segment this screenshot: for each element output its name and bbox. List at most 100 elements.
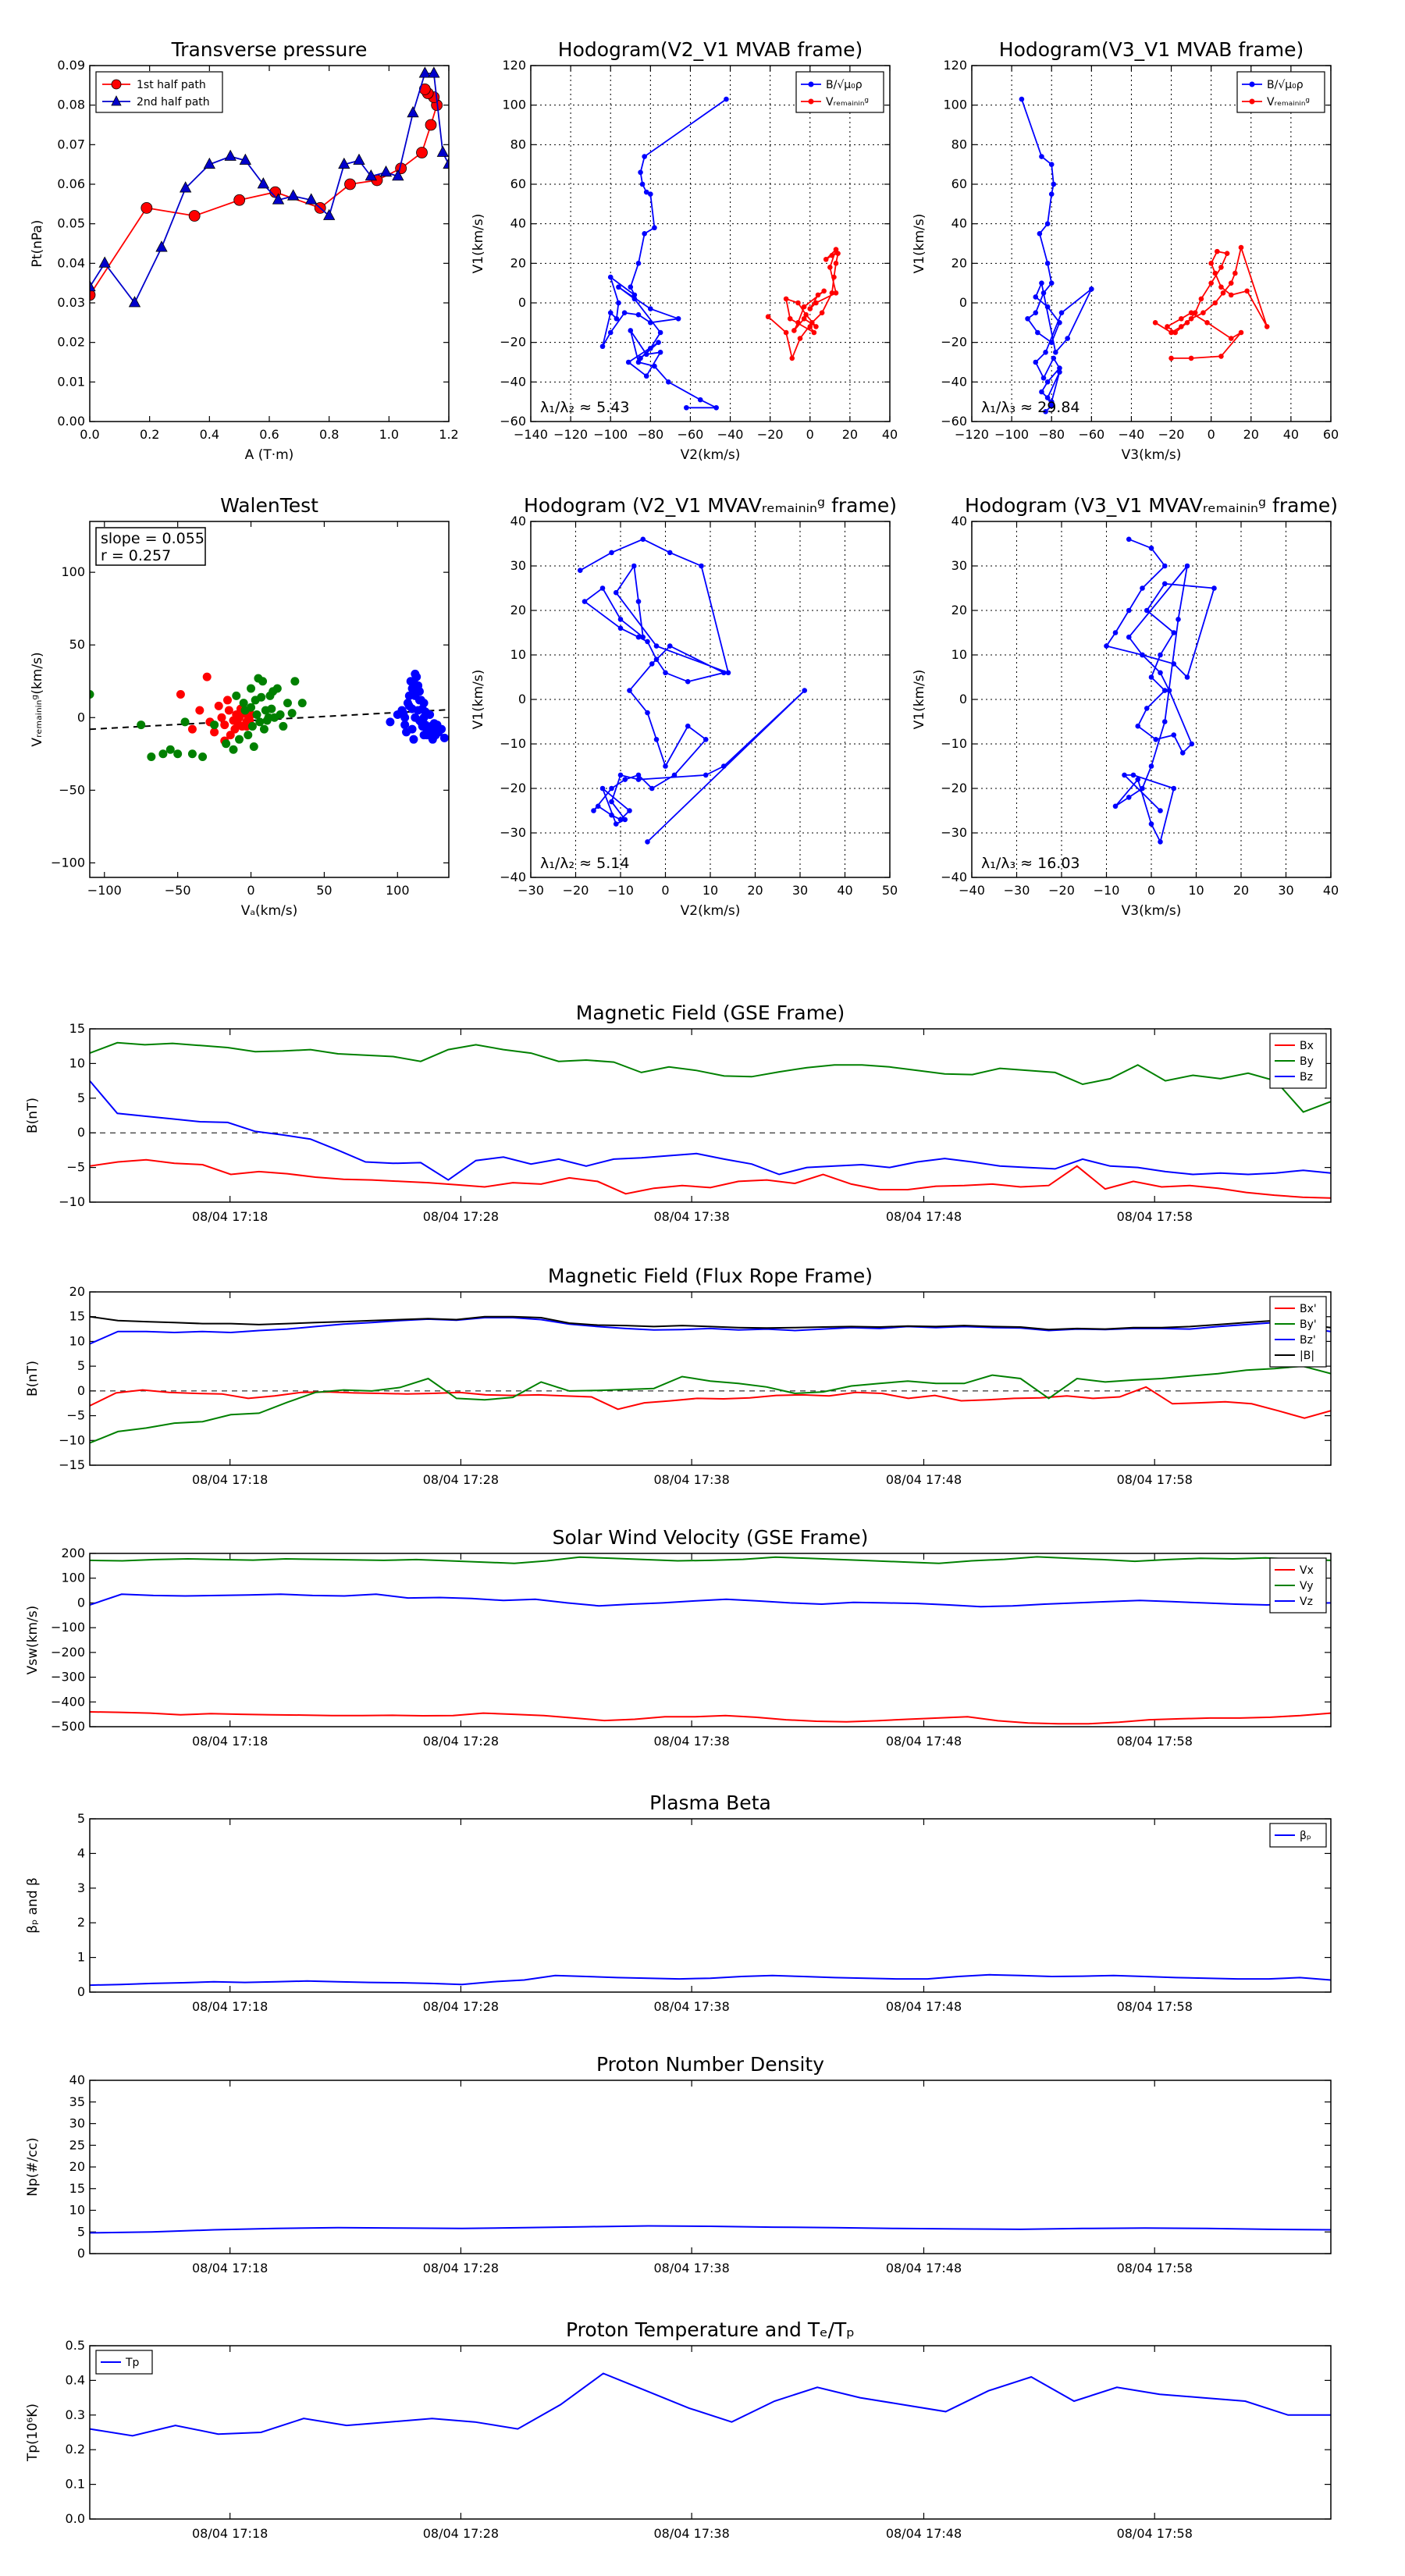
data-point [257,177,270,189]
y-tick-label: 0 [77,1383,85,1398]
data-point [379,165,393,177]
data-point [428,66,440,78]
data-point [833,261,839,266]
y-axis-label: Vᵣₑₘₐᵢₙᵢₙᵍ(km/s) [30,652,45,746]
data-point [613,589,619,596]
series-line [90,1080,1331,1181]
data-point [827,265,833,270]
data-point [439,733,449,742]
y-tick-label: 40 [951,216,967,231]
y-tick-label: 0.5 [66,2338,85,2353]
y-tick-label: 0.07 [57,137,85,151]
time-tick-label: 08/04 17:58 [1117,1734,1193,1749]
data-point [591,808,596,813]
legend-entry: By [1300,1055,1314,1068]
data-point [657,350,663,355]
data-point [617,772,624,778]
data-point [813,324,819,329]
fit-slope-label: slope = 0.055 [101,530,205,547]
x-tick-label: −40 [717,427,744,442]
series-line [579,538,806,843]
y-tick-label: 200 [61,1546,85,1560]
chart-c7: Magnetic Field (GSE Frame) −10 −5 0 5 10 15 08/… [25,1002,1332,1224]
data-point [1176,617,1181,622]
legend-marker [1249,98,1255,105]
y-tick-label: 0 [959,692,967,706]
data-point [783,296,789,302]
x-tick-label: −100 [87,883,122,898]
data-point [1112,630,1119,635]
y-tick-label: 20 [510,603,526,617]
data-point [635,359,642,365]
y-tick-label: 20 [951,255,967,270]
plot-area [90,1315,1331,1444]
y-tick-label: 30 [951,558,967,573]
data-point [353,153,365,165]
y-tick-label: 120 [943,58,967,73]
y-tick-label: 0.04 [57,255,85,270]
data-point [667,550,673,556]
y-tick-label: 100 [61,564,85,579]
x-tick-label: 1.0 [379,427,399,442]
y-tick-label: 0.1 [66,2477,85,2492]
data-point [407,704,417,713]
data-point [1140,652,1145,658]
chart-title: Hodogram(V2_V1 MVAB frame) [558,38,863,61]
data-point [635,599,642,604]
data-point [422,721,432,731]
data-point [165,745,175,754]
data-point [1019,96,1025,102]
data-point [1158,808,1163,813]
chart-title: Plasma Beta [649,1791,771,1814]
data-point [297,699,307,708]
data-point [179,181,192,193]
x-tick-label: −80 [1038,427,1065,442]
data-point [627,808,632,813]
data-point [1057,365,1062,371]
y-tick-label: 1 [77,1950,85,1965]
x-tick-label: 0 [661,883,669,898]
y-axis-label: V1(km/s) [912,214,927,274]
data-point [1126,795,1132,800]
x-tick-label: −10 [607,883,634,898]
chart-c1: Transverse pressure 0.0 0.2 0.4 0.6 0.8 1.0 1.2… [30,38,459,463]
y-tick-label: 0.0 [66,2511,85,2526]
data-point [252,710,261,720]
data-point [409,735,418,744]
data-point [595,803,601,809]
series-line [90,1386,1331,1419]
plot-area [90,2372,1331,2437]
data-point [1218,284,1224,290]
x-tick-label: −50 [165,883,191,898]
y-tick-label: −200 [51,1645,85,1660]
data-point [232,691,241,700]
data-point [437,724,446,734]
data-point [622,777,628,782]
data-point [1161,563,1168,569]
x-tick-label: 30 [792,883,808,898]
y-tick-label: 40 [510,514,526,528]
data-point [1184,563,1190,569]
x-tick-label: −30 [1004,883,1030,898]
data-point [801,315,807,322]
time-tick-label: 08/04 17:38 [653,1472,729,1487]
data-point [1135,777,1141,782]
legend-entry: By' [1300,1318,1317,1331]
time-tick-label: 08/04 17:28 [423,1472,499,1487]
series-line [90,1711,1331,1725]
y-axis-label: βₚ and β [25,1877,41,1934]
legend-marker [111,79,122,90]
data-point [187,749,197,759]
data-point [411,713,420,722]
plot-area [90,1041,1331,1199]
data-point [147,753,156,762]
data-point [1048,191,1055,197]
y-tick-label: 60 [951,176,967,191]
data-point [635,772,642,778]
data-point [1204,320,1210,326]
data-point [1144,607,1150,614]
y-tick-label: 20 [69,1284,85,1299]
x-tick-label: 1.2 [439,427,458,442]
data-point [720,763,727,769]
